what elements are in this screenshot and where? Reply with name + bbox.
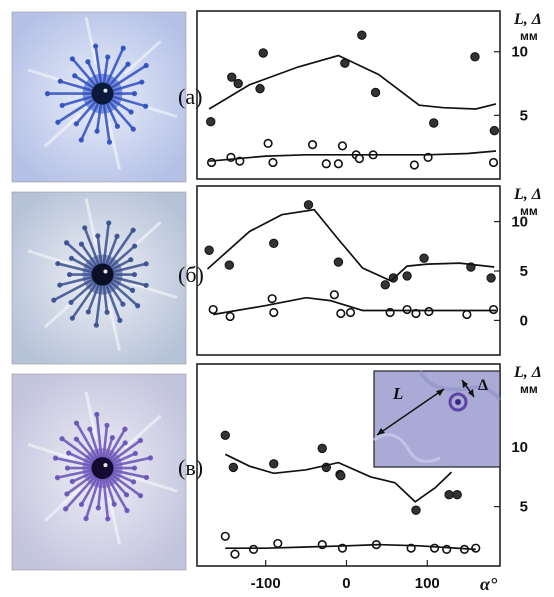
- point-L: [470, 52, 480, 62]
- panel-label: (б): [178, 262, 204, 287]
- point-delta: [248, 544, 259, 554]
- y-tick-label: 5: [520, 107, 528, 124]
- y-axis-unit: мм: [520, 382, 538, 396]
- panel-label: (а): [178, 84, 202, 109]
- y-tick-label: 5: [520, 263, 528, 280]
- point-L: [333, 257, 344, 267]
- point-L: [411, 505, 421, 515]
- point-delta: [273, 538, 283, 549]
- point-delta: [225, 311, 235, 322]
- y-tick-label: 10: [511, 44, 528, 61]
- inset-L-label: L: [392, 384, 403, 403]
- point-delta: [354, 154, 365, 164]
- point-delta: [488, 157, 499, 168]
- x-tick-label: -100: [251, 575, 281, 592]
- point-delta: [267, 294, 277, 304]
- point-delta: [321, 159, 331, 169]
- point-delta: [268, 157, 278, 168]
- point-L: [357, 30, 367, 40]
- point-L: [370, 87, 381, 98]
- point-delta: [307, 140, 318, 150]
- point-delta: [409, 160, 419, 170]
- point-delta: [488, 304, 499, 315]
- point-L: [317, 443, 327, 454]
- point-delta: [471, 543, 481, 553]
- series-delta-trend-line: [209, 150, 497, 163]
- series-delta-trend-line: [225, 543, 476, 551]
- y-tick-label: 10: [511, 214, 528, 231]
- inset-L-arrow: [376, 388, 445, 436]
- point-L: [452, 490, 462, 500]
- point-L: [220, 430, 230, 440]
- point-delta: [462, 309, 472, 320]
- inset-ring: [448, 392, 468, 412]
- series-delta-trend-line: [213, 296, 496, 316]
- photo-spread-b: [11, 191, 187, 365]
- plot-frame: [196, 185, 501, 356]
- point-L: [228, 462, 239, 473]
- point-L: [380, 280, 390, 290]
- point-delta: [424, 306, 434, 317]
- y-axis-unit: мм: [520, 204, 538, 218]
- point-L: [255, 83, 265, 94]
- point-L: [429, 118, 439, 128]
- point-delta: [220, 531, 230, 541]
- inset-photo: L Δ: [373, 369, 502, 468]
- y-tick-label: 0: [520, 312, 528, 329]
- x-tick-label: 100: [415, 575, 440, 592]
- point-L: [303, 200, 314, 210]
- point-L: [336, 470, 346, 481]
- point-L: [258, 48, 268, 58]
- point-delta: [208, 304, 218, 315]
- point-delta: [345, 307, 356, 318]
- point-delta: [402, 304, 412, 315]
- point-L: [486, 273, 496, 283]
- point-L: [489, 125, 500, 136]
- panel-label: (в): [178, 455, 203, 480]
- point-delta: [429, 543, 440, 553]
- inset-delta-label: Δ: [478, 377, 488, 394]
- point-delta: [230, 549, 240, 559]
- point-L: [402, 271, 412, 281]
- point-delta: [333, 159, 344, 169]
- series-L-trend-line: [224, 453, 453, 503]
- y-tick-label: 10: [511, 439, 528, 456]
- point-L: [227, 72, 237, 82]
- plot-frame: [196, 10, 501, 180]
- x-tick-label: 0: [342, 575, 350, 592]
- point-L: [269, 459, 279, 469]
- point-L: [419, 253, 429, 263]
- y-axis-label: L, Δ: [513, 186, 542, 203]
- point-delta: [329, 290, 339, 300]
- point-delta: [337, 141, 348, 151]
- point-L: [269, 238, 279, 249]
- chart-panel-b: 0 5 10 L, Δмм (б): [178, 185, 542, 356]
- y-axis-label: L, Δ: [513, 364, 542, 381]
- series-L-trend-line: [206, 208, 495, 282]
- series-L-trend-line: [208, 54, 497, 110]
- photo-spread-a: [11, 11, 187, 183]
- point-L: [233, 78, 243, 89]
- photo-spread-c: [11, 373, 187, 571]
- point-L: [444, 490, 454, 500]
- point-delta: [269, 307, 279, 318]
- point-delta: [336, 308, 346, 319]
- point-L: [206, 117, 216, 127]
- point-delta: [206, 157, 217, 168]
- y-axis-unit: мм: [520, 29, 538, 43]
- point-delta: [263, 138, 273, 148]
- point-L: [224, 260, 235, 270]
- y-axis-label: L, Δ: [513, 11, 542, 28]
- x-axis-label: α°: [480, 574, 498, 594]
- point-L: [204, 245, 214, 255]
- chart-panel-a: 5 10 L, Δмм (а): [178, 10, 542, 180]
- y-tick-label: 5: [520, 499, 528, 516]
